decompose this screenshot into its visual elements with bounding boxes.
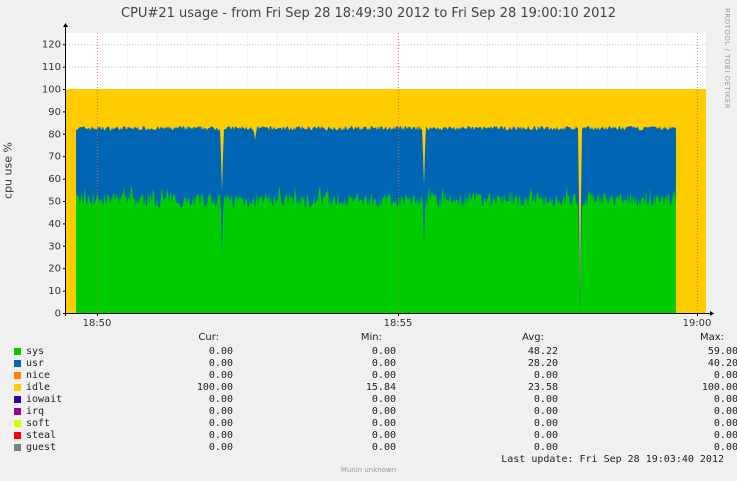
y-tick-label: 40 — [48, 219, 61, 230]
legend-swatch — [14, 396, 21, 403]
legend-series-name: iowait — [26, 394, 63, 405]
legend-value-min: 0.00 — [371, 346, 396, 357]
legend-header-avg: Avg: — [522, 332, 544, 343]
legend-series-name: soft — [26, 418, 51, 429]
legend-series-name: sys — [26, 346, 45, 357]
rrdtool-watermark: RRDTOOL / TOBI OETIKER — [723, 8, 731, 110]
legend-value-cur: 0.00 — [208, 430, 233, 441]
legend-value-max: 40.20 — [707, 358, 737, 369]
legend-value-cur: 0.00 — [208, 370, 233, 381]
legend-row-sys: sys 0.00 0.00 48.22 59.00 — [14, 346, 737, 358]
sys-area — [76, 185, 676, 313]
legend-value-avg: 48.22 — [527, 346, 558, 357]
y-tick-label: 60 — [48, 174, 61, 185]
legend-header-cur: Cur: — [198, 332, 219, 343]
legend-swatch — [14, 444, 21, 451]
legend-value-cur: 0.00 — [208, 346, 233, 357]
legend-value-max: 0.00 — [713, 370, 737, 381]
y-tick-label: 120 — [42, 40, 61, 51]
legend-row-nice: nice 0.00 0.00 0.00 0.00 — [14, 370, 737, 382]
legend-swatch — [14, 372, 21, 379]
legend-value-min: 0.00 — [371, 394, 396, 405]
legend-value-avg: 0.00 — [533, 370, 558, 381]
legend-value-max: 100.00 — [701, 382, 737, 393]
legend-series-name: usr — [26, 358, 45, 369]
legend-row-soft: soft 0.00 0.00 0.00 0.00 — [14, 418, 737, 430]
legend-value-min: 0.00 — [371, 442, 396, 453]
legend-value-min: 0.00 — [371, 406, 396, 417]
legend-series-name: idle — [26, 382, 51, 393]
y-tick-label: 110 — [42, 62, 61, 73]
legend-value-max: 0.00 — [713, 430, 737, 441]
legend-value-min: 0.00 — [371, 418, 396, 429]
legend-value-avg: 0.00 — [533, 394, 558, 405]
y-tick-label: 30 — [48, 241, 61, 252]
legend-swatch — [14, 408, 21, 415]
y-tick-label: 50 — [48, 197, 61, 208]
legend-value-cur: 0.00 — [208, 442, 233, 453]
legend-value-avg: 0.00 — [533, 406, 558, 417]
legend-value-cur: 0.00 — [208, 406, 233, 417]
legend-value-min: 0.00 — [371, 358, 396, 369]
legend-value-cur: 100.00 — [196, 382, 233, 393]
legend-series-name: nice — [26, 370, 51, 381]
legend-value-min: 15.84 — [365, 382, 396, 393]
x-tick-label: 18:55 — [384, 318, 413, 329]
legend-row-steal: steal 0.00 0.00 0.00 0.00 — [14, 430, 737, 442]
legend-row-iowait: iowait 0.00 0.00 0.00 0.00 — [14, 394, 737, 406]
x-tick-label: 19:00 — [683, 318, 712, 329]
y-tick-label: 10 — [48, 286, 61, 297]
y-tick-label: 100 — [42, 85, 61, 96]
legend-value-avg: 0.00 — [533, 442, 558, 453]
legend-value-max: 59.00 — [707, 346, 737, 357]
legend-swatch — [14, 420, 21, 427]
legend-series-name: irq — [26, 406, 45, 417]
legend-swatch — [14, 348, 21, 355]
footer-munin: Munin unknown — [340, 466, 397, 474]
legend-value-cur: 0.00 — [208, 358, 233, 369]
y-tick-label: 90 — [48, 107, 61, 118]
y-tick-label: 80 — [48, 129, 61, 140]
legend-value-avg: 23.58 — [527, 382, 558, 393]
legend-value-max: 0.00 — [713, 406, 737, 417]
y-axis-arrow — [63, 23, 68, 27]
legend-value-avg: 0.00 — [533, 418, 558, 429]
legend-row-idle: idle 100.00 15.84 23.58 100.00 — [14, 382, 737, 394]
legend-swatch — [14, 360, 21, 367]
legend-value-cur: 0.00 — [208, 394, 233, 405]
x-tick-label: 18:50 — [83, 318, 112, 329]
legend-header-min: Min: — [360, 332, 382, 343]
y-tick-label: 0 — [55, 309, 61, 320]
chart-title: CPU#21 usage - from Fri Sep 28 18:49:30 … — [121, 6, 616, 21]
legend-value-avg: 28.20 — [527, 358, 558, 369]
y-tick-label: 20 — [48, 264, 61, 275]
legend-header-max: Max: — [699, 332, 724, 343]
legend-row-guest: guest 0.00 0.00 0.00 0.00 — [14, 442, 737, 454]
legend-swatch — [14, 384, 21, 391]
legend-value-min: 0.00 — [371, 430, 396, 441]
legend-value-avg: 0.00 — [533, 430, 558, 441]
legend-series-name: guest — [26, 442, 57, 453]
legend-value-max: 0.00 — [713, 442, 737, 453]
y-tick-label: 70 — [48, 152, 61, 163]
legend-series-name: steal — [26, 430, 57, 441]
legend-value-max: 0.00 — [713, 418, 737, 429]
x-axis-arrow — [710, 311, 714, 316]
legend-swatch — [14, 432, 21, 439]
legend-value-max: 0.00 — [713, 394, 737, 405]
legend-value-cur: 0.00 — [208, 418, 233, 429]
last-update: Last update: Fri Sep 28 19:03:40 2012 — [501, 454, 724, 465]
cpu-usage-chart: 0 10 20 30 40 50 60 70 80 90 100 110 120 18:50 18:55 19… — [42, 23, 714, 329]
legend-row-irq: irq 0.00 0.00 0.00 0.00 — [14, 406, 737, 418]
legend-row-usr: usr 0.00 0.00 28.20 40.20 — [14, 358, 737, 370]
legend-value-min: 0.00 — [371, 370, 396, 381]
